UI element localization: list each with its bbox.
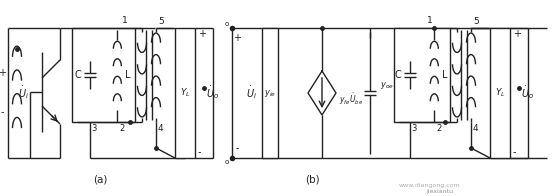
Text: 3: 3 xyxy=(92,124,97,133)
Text: -: - xyxy=(235,143,239,153)
Text: $\dot{U}_i$: $\dot{U}_i$ xyxy=(246,84,257,102)
Text: 4: 4 xyxy=(158,124,164,133)
Text: +: + xyxy=(198,29,206,39)
Bar xyxy=(394,28,450,122)
Text: $y_{ie}$: $y_{ie}$ xyxy=(264,87,276,99)
Bar xyxy=(72,28,135,122)
Text: C: C xyxy=(75,70,82,80)
Text: L: L xyxy=(442,70,448,80)
Text: (a): (a) xyxy=(93,174,107,184)
Text: o: o xyxy=(225,21,229,27)
Text: $\dot{U}_i$: $\dot{U}_i$ xyxy=(18,84,29,101)
Text: $y_{oe}$: $y_{oe}$ xyxy=(380,80,394,91)
Text: $\dot{U}_o$: $\dot{U}_o$ xyxy=(206,84,219,102)
Text: 1: 1 xyxy=(427,16,433,25)
Text: o: o xyxy=(225,159,229,165)
Text: 5: 5 xyxy=(158,17,164,26)
Text: -: - xyxy=(198,147,201,157)
Text: C: C xyxy=(395,70,401,80)
Text: 1: 1 xyxy=(122,16,128,25)
Text: www.diangong.com: www.diangong.com xyxy=(399,183,461,188)
Text: $\dot{U}_o$: $\dot{U}_o$ xyxy=(521,84,534,102)
Text: jiexiantu: jiexiantu xyxy=(426,189,453,194)
Bar xyxy=(175,28,195,158)
Text: +: + xyxy=(233,33,241,43)
Text: -: - xyxy=(0,107,4,117)
Text: $Y_L$: $Y_L$ xyxy=(495,87,505,99)
Text: $y_{fe}\dot{U}_{be}$: $y_{fe}\dot{U}_{be}$ xyxy=(339,91,363,107)
Text: 5: 5 xyxy=(473,17,479,26)
Text: +: + xyxy=(513,29,521,39)
Bar xyxy=(490,28,510,158)
Text: (b): (b) xyxy=(305,174,319,184)
Text: 2: 2 xyxy=(436,124,441,133)
Text: +: + xyxy=(0,67,6,77)
Text: -: - xyxy=(513,147,517,157)
Text: 3: 3 xyxy=(411,124,417,133)
Bar xyxy=(262,28,278,158)
Text: $Y_L$: $Y_L$ xyxy=(180,87,190,99)
Text: L: L xyxy=(126,70,131,80)
Text: 2: 2 xyxy=(119,124,124,133)
Text: 4: 4 xyxy=(473,124,479,133)
